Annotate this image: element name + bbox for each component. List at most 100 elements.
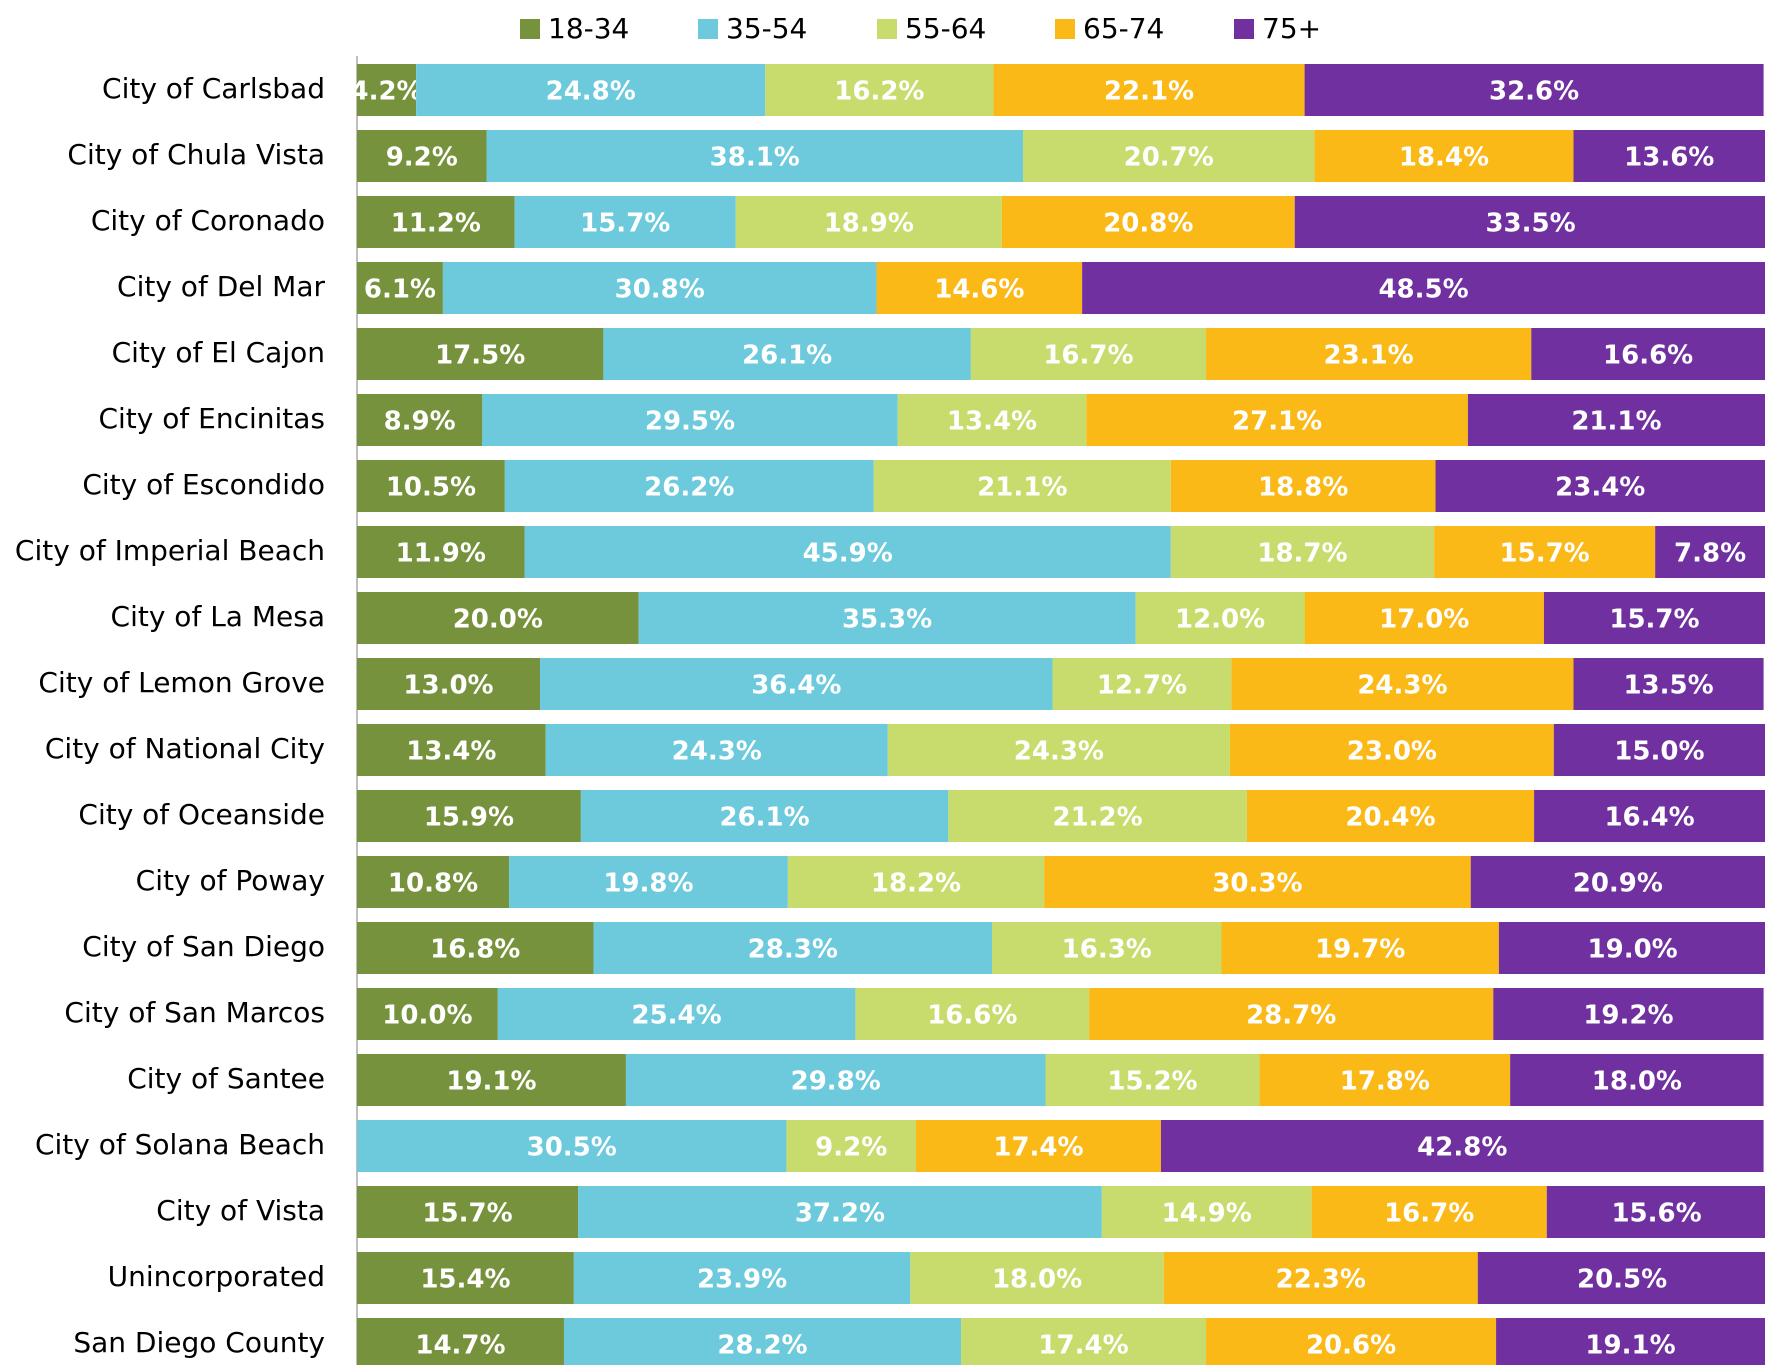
bar-segment: [735, 196, 1002, 248]
category-label: City of Encinitas: [98, 402, 325, 435]
bar-segment: [625, 1054, 1046, 1106]
data-label: 13.4%: [406, 737, 496, 767]
bar-segment: [540, 658, 1053, 710]
data-label: 6.1%: [364, 275, 436, 305]
bar-segment: [1573, 658, 1764, 710]
category-label: City of Imperial Beach: [15, 534, 325, 567]
data-label: 28.3%: [748, 935, 838, 965]
bar-segment: [961, 1318, 1207, 1365]
bar-segment: [1170, 460, 1436, 512]
data-label: 10.8%: [388, 869, 478, 899]
bar-segment: [357, 658, 541, 710]
category-label: City of Coronado: [91, 204, 325, 237]
category-label: City of National City: [45, 732, 325, 765]
data-label: 36.4%: [751, 671, 841, 701]
legend-label: 75+: [1262, 12, 1321, 45]
data-label: 23.0%: [1347, 737, 1437, 767]
bar-segment: [1314, 130, 1574, 182]
data-label: 20.4%: [1345, 803, 1435, 833]
bar-segment: [910, 1252, 1164, 1304]
data-label: 35.3%: [842, 605, 932, 635]
data-label: 20.5%: [1577, 1265, 1667, 1295]
bar-segment: [765, 64, 994, 116]
bar-segment: [1206, 1318, 1497, 1365]
category-label: Unincorporated: [108, 1260, 325, 1293]
bar-segment: [1493, 988, 1764, 1040]
data-label: 19.7%: [1315, 935, 1405, 965]
bar-segment: [1259, 1054, 1511, 1106]
category-label: City of San Marcos: [64, 996, 325, 1029]
category-label: City of Escondido: [82, 468, 325, 501]
data-label: 21.2%: [1053, 803, 1143, 833]
bar-segment: [357, 1252, 574, 1304]
data-label: 18.0%: [1592, 1067, 1682, 1097]
data-label: 27.1%: [1232, 407, 1322, 437]
legend-swatch: [520, 19, 540, 39]
data-label: 21.1%: [977, 473, 1067, 503]
data-label: 9.2%: [386, 143, 458, 173]
data-label: 13.4%: [947, 407, 1037, 437]
bar-segment: [1082, 262, 1765, 314]
data-label: 29.8%: [791, 1067, 881, 1097]
bar-segment: [1052, 658, 1232, 710]
data-label: 18.9%: [824, 209, 914, 239]
data-label: 16.6%: [927, 1001, 1017, 1031]
data-label: 20.0%: [453, 605, 543, 635]
data-label: 26.1%: [720, 803, 810, 833]
bar-segment: [357, 262, 443, 314]
data-label: 30.8%: [615, 275, 705, 305]
bar-segment: [1045, 1054, 1260, 1106]
bar-segment: [357, 988, 498, 1040]
data-label: 17.8%: [1340, 1067, 1430, 1097]
bar-segment: [1001, 196, 1295, 248]
data-label: 24.8%: [546, 77, 636, 107]
bar-segment: [1163, 1252, 1478, 1304]
category-label: San Diego County: [73, 1326, 325, 1359]
data-label: 20.6%: [1306, 1331, 1396, 1361]
bar-segment: [357, 130, 487, 182]
data-label: 18.2%: [871, 869, 961, 899]
data-label: 15.7%: [1500, 539, 1590, 569]
bar-segment: [876, 262, 1083, 314]
data-label: 14.6%: [934, 275, 1024, 305]
data-label: 7.8%: [1674, 539, 1746, 569]
bar-segment: [504, 460, 874, 512]
bar-segment: [1022, 130, 1315, 182]
data-label: 15.6%: [1611, 1199, 1701, 1229]
bar-segment: [786, 1120, 916, 1172]
data-label: 33.5%: [1485, 209, 1575, 239]
bar-segment: [593, 922, 993, 974]
bar-segment: [1304, 592, 1544, 644]
data-label: 22.1%: [1104, 77, 1194, 107]
bar-segment: [357, 790, 581, 842]
bar-segment: [1477, 1252, 1765, 1304]
bar-segment: [357, 460, 505, 512]
bar-segment: [1294, 196, 1765, 248]
data-label: 10.0%: [382, 1001, 472, 1031]
category-label: City of El Cajon: [112, 336, 325, 369]
bar-segment: [357, 328, 604, 380]
data-label: 11.9%: [396, 539, 486, 569]
data-label: 17.4%: [1038, 1331, 1128, 1361]
bar-segment: [442, 262, 877, 314]
bar-segment: [1655, 526, 1765, 578]
bar-segment: [887, 724, 1230, 776]
data-label: 23.1%: [1324, 341, 1414, 371]
data-label: 15.7%: [422, 1199, 512, 1229]
bar-segment: [563, 1318, 962, 1365]
bar-segment: [1135, 592, 1305, 644]
data-label: 37.2%: [795, 1199, 885, 1229]
bar-segment: [855, 988, 1090, 1040]
category-label: City of Carlsbad: [102, 72, 325, 105]
data-label: 13.0%: [403, 671, 493, 701]
bar-segment: [357, 64, 417, 116]
bar-segment: [1546, 1186, 1765, 1238]
data-label: 30.3%: [1212, 869, 1302, 899]
data-label: 19.2%: [1583, 1001, 1673, 1031]
data-label: 16.3%: [1062, 935, 1152, 965]
bar-segment: [873, 460, 1171, 512]
data-label: 18.8%: [1258, 473, 1348, 503]
data-label: 20.9%: [1573, 869, 1663, 899]
legend-swatch: [1055, 19, 1075, 39]
